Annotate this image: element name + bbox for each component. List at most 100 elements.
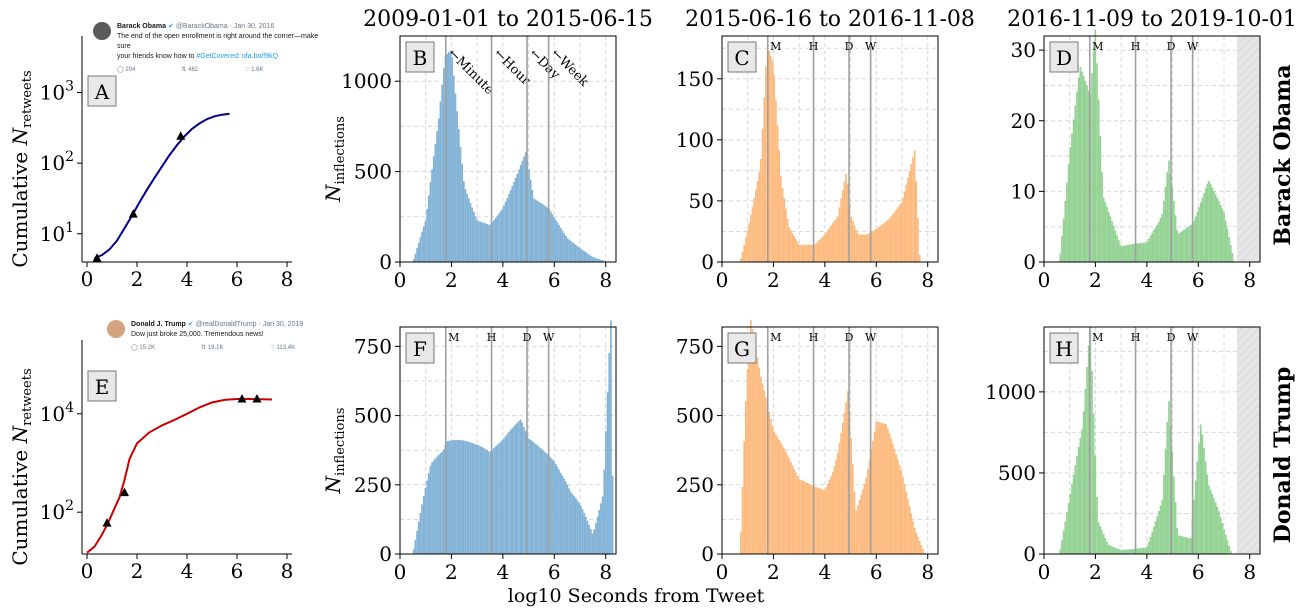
histogram-bar — [504, 201, 507, 262]
time-marker-label: W — [865, 331, 877, 344]
tweet-obama-link[interactable]: #GetCovered: ofa.bo/f9kQ — [196, 53, 279, 60]
histogram-bar — [1122, 549, 1125, 554]
histogram-bar — [1153, 229, 1155, 262]
histogram-bar — [788, 458, 791, 554]
histogram-bar — [1156, 224, 1159, 262]
x-tick-label: 2 — [445, 268, 458, 292]
histogram-bar — [1077, 446, 1080, 554]
histogram-bar — [882, 223, 884, 262]
histogram-bar — [1107, 544, 1110, 554]
histogram-bar — [1229, 550, 1232, 554]
histogram-bar — [506, 434, 509, 554]
histogram-bar — [1168, 160, 1170, 262]
histogram-bar — [912, 520, 914, 554]
histogram-bar — [888, 218, 891, 262]
histogram-bar — [1111, 546, 1113, 554]
x-tick-label: 0 — [716, 560, 729, 584]
histogram-bar — [1158, 221, 1160, 262]
histogram-bar — [826, 230, 829, 262]
histogram-bar — [785, 451, 787, 554]
histogram-bar — [1096, 63, 1098, 263]
histogram-bar — [1156, 516, 1159, 554]
histogram-bar — [1077, 77, 1080, 263]
histogram-bar — [574, 244, 577, 262]
histogram-bar — [1106, 206, 1108, 262]
tweet-trump: Donald J. Trump ✔ @realDonaldTrump · Jan… — [107, 320, 337, 353]
histogram-bar — [1127, 549, 1130, 554]
y-axis-label: Ninflections — [321, 408, 348, 495]
reply-count: ◯ 15.2K — [131, 345, 156, 351]
time-marker-label: D — [523, 331, 532, 344]
histogram-bar — [611, 475, 614, 554]
histogram-bar — [1143, 242, 1145, 262]
y-tick-label: 500 — [354, 160, 392, 184]
histogram-bar — [755, 347, 757, 554]
histogram-bar — [414, 539, 417, 554]
histogram-bar — [1082, 76, 1085, 262]
histogram-bar — [773, 75, 776, 263]
histogram-bar — [544, 206, 547, 262]
histogram-bar — [1221, 523, 1224, 554]
histogram-bar — [1076, 455, 1078, 554]
avatar-trump — [107, 320, 125, 338]
histogram-bar — [811, 244, 814, 262]
plot-frame — [399, 35, 617, 263]
panel-label-box — [87, 75, 117, 107]
histogram-bar — [590, 529, 592, 554]
panel-label: C — [734, 46, 749, 70]
histogram-bar — [1161, 500, 1164, 554]
histogram-bar — [1214, 194, 1217, 262]
histogram-bar — [1139, 243, 1142, 262]
histogram-bar — [1174, 215, 1177, 262]
histogram-bar — [1119, 549, 1122, 554]
histogram-bar — [454, 93, 457, 262]
histogram-bar — [427, 473, 430, 554]
histogram-bar — [1164, 186, 1167, 262]
histogram-bar — [501, 440, 504, 554]
histogram-bar — [783, 198, 786, 262]
histogram-bar — [1229, 244, 1232, 262]
histogram-bar — [796, 475, 799, 554]
histogram-bar — [877, 227, 879, 262]
inflection-marker — [102, 518, 112, 527]
verified-icon: ✔ — [167, 23, 174, 30]
histogram-bar — [1183, 229, 1185, 262]
panel-label: G — [734, 337, 750, 361]
histogram-bar — [1208, 180, 1210, 262]
histogram-bar — [1091, 370, 1093, 554]
histogram-bar — [756, 180, 759, 262]
histogram-bar — [887, 219, 889, 262]
histogram-bar — [483, 448, 485, 554]
histogram-bar — [489, 224, 492, 262]
histogram-bar — [1193, 499, 1195, 554]
histogram-bar — [556, 222, 559, 262]
histogram-bar — [523, 156, 525, 262]
histogram-bar — [554, 219, 557, 262]
like-count: ♡ 1.6K — [244, 67, 264, 73]
histogram-bar — [588, 254, 591, 262]
histogram-bar — [1126, 245, 1128, 262]
histogram-bar — [1213, 190, 1215, 262]
x-tick-label: 4 — [496, 268, 509, 292]
histogram-bar — [1218, 201, 1220, 262]
histogram-bar — [603, 260, 606, 262]
histogram-bar — [1186, 537, 1189, 554]
histogram-bar — [803, 244, 806, 262]
histogram-bar — [513, 181, 515, 262]
histogram-bar — [1132, 548, 1135, 554]
histogram-bar — [1127, 244, 1130, 262]
histogram-bar — [791, 233, 794, 262]
histogram-bar — [1219, 204, 1222, 262]
panel-label-box — [1049, 332, 1079, 364]
histogram-bar — [1213, 498, 1215, 554]
histogram-bar — [775, 99, 777, 263]
histogram-bar — [810, 244, 812, 262]
histogram-bar — [873, 230, 876, 262]
histogram-bar — [1116, 548, 1118, 554]
histogram-bar — [533, 198, 535, 262]
histogram-bar — [591, 256, 594, 262]
histogram-bar — [743, 244, 746, 262]
histogram-bar — [785, 208, 787, 262]
histogram-bar — [748, 337, 751, 554]
histogram-bar — [907, 177, 909, 262]
